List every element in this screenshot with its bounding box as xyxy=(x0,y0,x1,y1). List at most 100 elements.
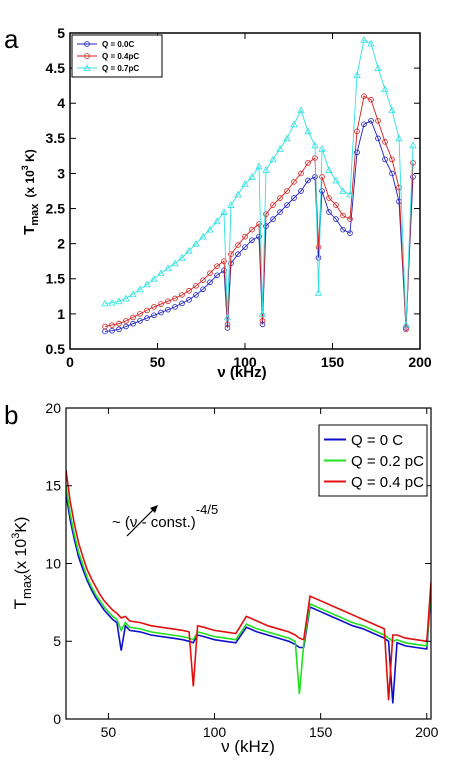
b-series-line-1 xyxy=(66,485,431,695)
a-series-point-1 xyxy=(291,179,297,185)
a-series-point-0 xyxy=(298,188,304,194)
a-series-point-0 xyxy=(270,216,276,222)
panel-b-ylabel-sub: max xyxy=(19,574,34,599)
a-series-point-2 xyxy=(136,285,144,293)
a-series-point-0 xyxy=(200,286,206,293)
panel-b-ylabel-pre: (x 10 xyxy=(13,539,30,575)
a-series-point-2 xyxy=(223,313,232,321)
panel-b-ylabel-sup: 3 xyxy=(10,533,22,539)
a-series-point-2 xyxy=(115,297,123,305)
a-series-point-1 xyxy=(249,226,255,233)
a-series-point-2 xyxy=(171,259,179,267)
a-series-point-2 xyxy=(332,176,340,184)
a-series-point-2 xyxy=(227,201,235,208)
panel-a-x-axis-label: ν (kHz) xyxy=(217,364,266,381)
a-series-point-0 xyxy=(109,327,115,334)
a-series-point-1 xyxy=(361,93,367,99)
a-series-point-1 xyxy=(137,311,143,317)
a-series-point-1 xyxy=(284,188,290,194)
a-series-point-1 xyxy=(165,298,171,305)
a-series-point-2 xyxy=(129,290,137,298)
a-series-point-0 xyxy=(172,304,178,310)
a-series-point-0 xyxy=(249,237,255,243)
a-series-point-0 xyxy=(165,306,171,313)
panel-a-ylabel-pre: (x 10 xyxy=(23,170,37,198)
a-series-point-2 xyxy=(311,141,319,149)
a-series-point-0 xyxy=(137,318,143,324)
a-series-point-2 xyxy=(304,127,312,135)
panel-label-a: a xyxy=(4,24,19,54)
a-series-point-0 xyxy=(193,292,199,298)
a-series-point-0 xyxy=(347,230,353,236)
a-series-point-1 xyxy=(256,221,262,227)
a-y-tick-label: 5 xyxy=(57,25,65,41)
a-series-point-2 xyxy=(325,166,333,173)
a-series-point-1 xyxy=(123,318,129,324)
panel-label-b: b xyxy=(4,400,18,430)
a-series-point-0 xyxy=(291,195,297,201)
annotation-arrow-head xyxy=(150,505,158,513)
panel-b: b 50 100 150 200 0 5 10 15 20 ν (kHz) Tmax(x 10… xyxy=(4,400,439,756)
a-series-point-0 xyxy=(123,323,129,330)
annotation-power-law: ~ (ν - const.)-4/5 xyxy=(112,502,218,531)
a-series-point-1 xyxy=(235,242,241,248)
a-series-point-1 xyxy=(298,170,304,177)
a-legend-label-2: Q = 0.7pC xyxy=(102,64,139,73)
panel-a-ylabel-sub: max xyxy=(29,203,41,226)
a-series-point-0 xyxy=(319,188,325,194)
panel-a: a 0 50 100 150 200 0.5 1 1.5 2 2.5 3 3.5 4 4.5 5 ν (k… xyxy=(4,24,432,381)
a-series-point-0 xyxy=(389,170,395,177)
a-series-point-2 xyxy=(395,134,403,142)
a-series-point-0 xyxy=(382,156,388,163)
b-legend-label-2: Q = 0.4 pC xyxy=(351,474,424,491)
a-series-point-2 xyxy=(255,162,263,170)
b-y-tick-label: 20 xyxy=(45,400,61,416)
a-series-point-2 xyxy=(283,134,291,142)
a-legend-marker-1 xyxy=(84,53,90,59)
a-series-point-2 xyxy=(143,280,151,288)
a-x-tick-label: 0 xyxy=(66,354,74,370)
a-series-point-1 xyxy=(221,258,227,265)
panel-b-legend: Q = 0 C Q = 0.2 pC Q = 0.4 pC xyxy=(318,424,428,497)
a-series-point-2 xyxy=(258,310,267,317)
a-series-point-2 xyxy=(381,85,389,93)
svg-text:Tmax(x 103K): Tmax(x 103K) xyxy=(10,517,34,610)
a-series-point-0 xyxy=(326,209,332,215)
a-series-point-1 xyxy=(333,202,339,208)
b-series-line-0 xyxy=(66,493,431,704)
a-series-point-2 xyxy=(101,299,109,307)
a-series-point-2 xyxy=(248,173,256,180)
annotation-text: ~ (ν - const.) xyxy=(112,514,196,531)
a-series-point-0 xyxy=(214,272,220,279)
a-series-point-2 xyxy=(339,187,347,194)
a-series-point-2 xyxy=(206,225,214,233)
panel-a-series xyxy=(101,36,417,335)
a-series-point-0 xyxy=(333,216,339,222)
a-series-point-2 xyxy=(234,190,242,198)
a-series-point-2 xyxy=(360,36,368,43)
a-series-point-1 xyxy=(368,96,374,103)
a-series-point-0 xyxy=(368,117,374,124)
a-series-point-0 xyxy=(410,174,416,180)
a-legend-label-0: Q = 0.0C xyxy=(102,40,134,49)
a-series-point-2 xyxy=(388,106,396,114)
a-series-point-2 xyxy=(150,274,158,282)
a-series-point-1 xyxy=(144,307,150,314)
panel-a-ylabel-post: K) xyxy=(23,149,37,165)
a-series-point-2 xyxy=(402,320,410,328)
a-series-point-2 xyxy=(241,180,249,187)
a-series-point-1 xyxy=(102,323,108,330)
a-series-point-1 xyxy=(277,195,283,201)
annotation-exponent: -4/5 xyxy=(196,502,218,517)
a-series-line-2 xyxy=(104,39,414,325)
a-series-point-1 xyxy=(347,216,353,222)
a-series-point-2 xyxy=(199,232,207,240)
a-series-point-1 xyxy=(172,295,178,302)
a-series-point-1 xyxy=(242,233,248,240)
panel-b-series xyxy=(66,470,431,704)
a-series-point-2 xyxy=(318,145,326,152)
a-series-point-0 xyxy=(259,321,266,328)
a-series-point-2 xyxy=(353,71,361,79)
a-series-point-2 xyxy=(220,208,228,215)
annotation-arrow-line xyxy=(126,506,157,537)
